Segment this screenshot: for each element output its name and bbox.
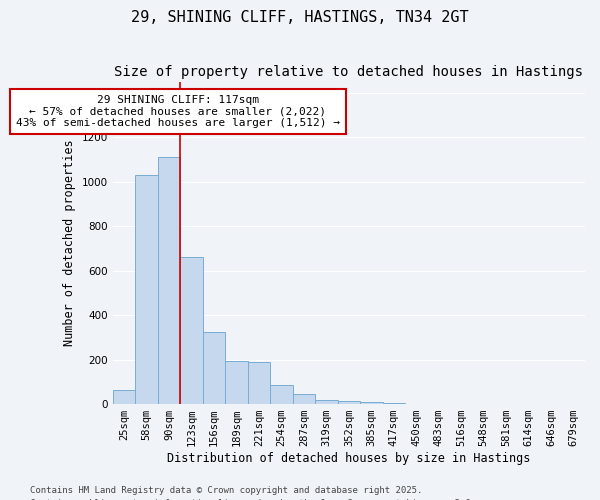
- X-axis label: Distribution of detached houses by size in Hastings: Distribution of detached houses by size …: [167, 452, 530, 465]
- Text: 29 SHINING CLIFF: 117sqm
← 57% of detached houses are smaller (2,022)
43% of sem: 29 SHINING CLIFF: 117sqm ← 57% of detach…: [16, 95, 340, 128]
- Bar: [338, 400, 360, 404]
- Bar: [225, 360, 248, 404]
- Title: Size of property relative to detached houses in Hastings: Size of property relative to detached ho…: [115, 65, 583, 79]
- Text: Contains public sector information licensed under the Open Government Licence v3: Contains public sector information licen…: [30, 498, 476, 500]
- Bar: [360, 402, 383, 404]
- Bar: [180, 258, 203, 404]
- Bar: [158, 157, 180, 404]
- Bar: [383, 403, 405, 404]
- Text: Contains HM Land Registry data © Crown copyright and database right 2025.: Contains HM Land Registry data © Crown c…: [30, 486, 422, 495]
- Y-axis label: Number of detached properties: Number of detached properties: [63, 140, 76, 346]
- Bar: [315, 400, 338, 404]
- Bar: [248, 362, 270, 404]
- Bar: [135, 175, 158, 404]
- Text: 29, SHINING CLIFF, HASTINGS, TN34 2GT: 29, SHINING CLIFF, HASTINGS, TN34 2GT: [131, 10, 469, 25]
- Bar: [203, 332, 225, 404]
- Bar: [113, 390, 135, 404]
- Bar: [293, 394, 315, 404]
- Bar: [270, 385, 293, 404]
